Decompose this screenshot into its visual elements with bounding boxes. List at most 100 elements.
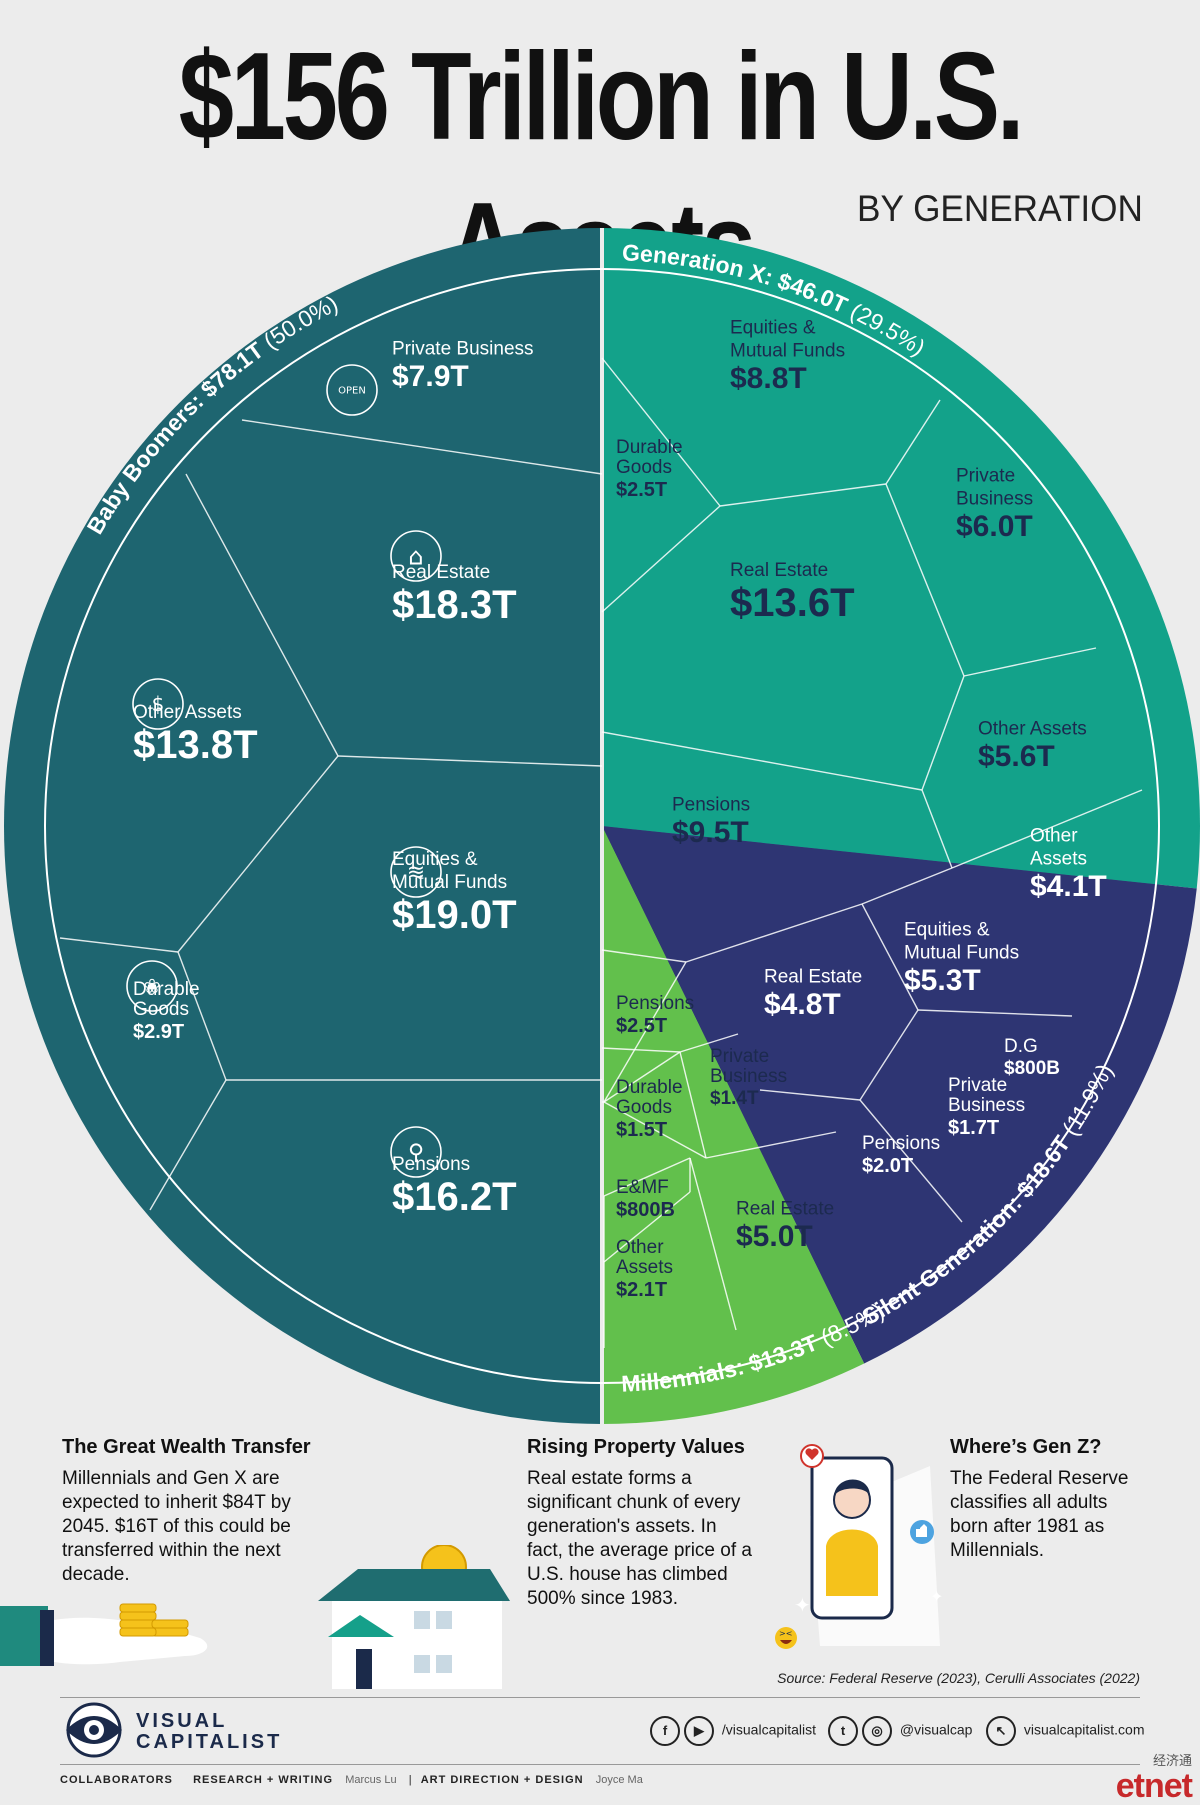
asset-name: Mutual Funds [904,943,1019,964]
cell-border [59,937,179,953]
facebook-youtube-link[interactable]: f ▶ /visualcapitalist [650,1716,816,1746]
cell-border [601,357,721,507]
cell-border [679,1051,707,1159]
logo-line-1: VISUAL [136,1710,228,1732]
cell-border [685,903,863,963]
cell-border [603,1191,691,1263]
cell-border [921,789,953,869]
collaborators-label: COLLABORATORS [60,1774,173,1786]
person-hair [834,1479,870,1496]
asset-value: $4.1T [1030,870,1107,903]
source-note: Source: Federal Reserve (2023), Cerulli … [777,1670,1140,1686]
asset-name: Equities & [904,920,990,941]
hand-with-coins-illustration [0,1603,208,1666]
asset-name: Private [956,466,1015,487]
asset-name: Pensions [672,795,750,816]
cell-border [719,483,887,507]
asset-value: $8.8T [730,362,807,395]
cell-border [149,1079,227,1211]
gen-z-note: Where’s Gen Z? The Federal Reserve class… [950,1436,1150,1563]
generation-x-asset-label: Equities &Mutual Funds$8.8T [730,318,845,396]
asset-name: Real Estate [764,967,862,988]
inner-ring [44,268,1160,1384]
asset-value: $2.1T [616,1279,667,1301]
twitter-instagram-handle: @visualcap [899,1721,973,1738]
asset-name: Mutual Funds [392,872,507,893]
property-values-note: Rising Property Values Real estate forms… [527,1436,757,1611]
cell-border [917,1009,1073,1017]
wealth-transfer-note: The Great Wealth Transfer Millennials an… [62,1436,332,1587]
svg-text:❀: ❀ [144,974,161,998]
cell-border [705,1131,837,1159]
asset-name: Business [956,489,1033,510]
asset-value: $2.0T [862,1155,913,1177]
asset-name: Assets [616,1257,673,1278]
twitter-instagram-link[interactable]: t ◎ @visualcap [828,1716,972,1746]
svg-text:OPEN: OPEN [338,386,366,397]
asset-value: $5.0T [736,1220,813,1253]
cell-border [859,1009,919,1101]
asset-value: $1.7T [948,1117,999,1139]
website-link[interactable]: ↖ visualcapitalist.com [986,1716,1145,1746]
cell-border [759,1089,861,1101]
cell-border [885,483,965,677]
cursor-icon: ↖ [986,1716,1016,1746]
silent-generation-asset-label: Pensions$2.0T [862,1133,940,1177]
design-label: ART DIRECTION + DESIGN [420,1774,584,1786]
cell-border [679,1033,739,1053]
millennials-asset-label: Real Estate$5.0T [736,1199,834,1254]
open-sign-icon: OPEN [326,364,378,416]
asset-value: $13.6T [730,581,855,625]
sector-baby-boomers [46,270,602,1382]
svg-text:$: $ [152,692,165,716]
cell-border [885,399,941,485]
collaborators-line: COLLABORATORS RESEARCH + WRITING Marcus … [60,1774,643,1786]
etnet-watermark: 经济通 etnet [1115,1750,1193,1805]
facebook-youtube-handle: /visualcapitalist [721,1721,817,1738]
cell-border [921,675,965,791]
asset-name: Mutual Funds [730,341,845,362]
asset-name: Private [710,1046,769,1067]
website-url: visualcapitalist.com [1023,1721,1145,1738]
cuff-shape [40,1610,54,1666]
cell-border [963,647,1097,677]
sector-generation-x [602,270,1159,885]
cell-border [177,755,339,953]
sector-silent-generation [602,826,1155,1326]
instagram-icon: ◎ [862,1716,892,1746]
baby-boomers-asset-label: Equities &Mutual Funds$19.0T [392,849,517,937]
visual-capitalist-logo-icon [66,1702,122,1758]
cell-border [603,1101,707,1159]
cell-border [603,1157,691,1197]
sparkle-icon: ✦ [794,1593,811,1617]
visual-capitalist-logo[interactable]: VISUAL CAPITALIST [136,1711,282,1753]
asset-value: $4.8T [764,988,841,1021]
cell-border [603,961,687,1103]
page-subtitle: BY GENERATION [857,188,1143,229]
roof-shape [318,1569,510,1601]
wealth-transfer-body: Millennials and Gen X are expected to in… [62,1468,291,1585]
cell-border [603,1051,681,1103]
cell-border [177,951,227,1081]
asset-name: Real Estate [736,1199,834,1220]
asset-value: $6.0T [956,510,1033,543]
sparkle-icon: ✦ [930,1587,943,1606]
baby-boomers-asset-label: Other Assets$13.8T [133,702,258,767]
asset-name: Business [710,1066,787,1087]
asset-name: Pensions [616,993,694,1014]
generation-x-asset-label: Pensions$9.5T [672,795,750,850]
footer-divider-bottom [60,1764,1140,1765]
cell-border [337,755,603,767]
cell-border [241,419,603,475]
plant-icon: ❀ [126,960,178,1012]
baby-boomers-asset-label: Real Estate$18.3T [392,562,517,627]
generation-x-asset-label: Real Estate$13.6T [730,560,855,625]
watermark-brand: etnet [1115,1767,1193,1805]
windows [414,1611,452,1673]
asset-value: $2.5T [616,479,667,501]
asset-name: Other Assets [978,719,1087,740]
silent-generation-asset-label: Real Estate$4.8T [764,967,862,1022]
